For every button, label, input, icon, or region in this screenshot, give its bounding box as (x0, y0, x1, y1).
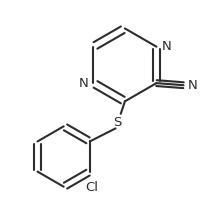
Text: S: S (113, 116, 122, 129)
Text: N: N (188, 79, 198, 92)
Text: N: N (162, 40, 171, 53)
Text: Cl: Cl (85, 181, 98, 194)
Text: N: N (78, 77, 88, 90)
